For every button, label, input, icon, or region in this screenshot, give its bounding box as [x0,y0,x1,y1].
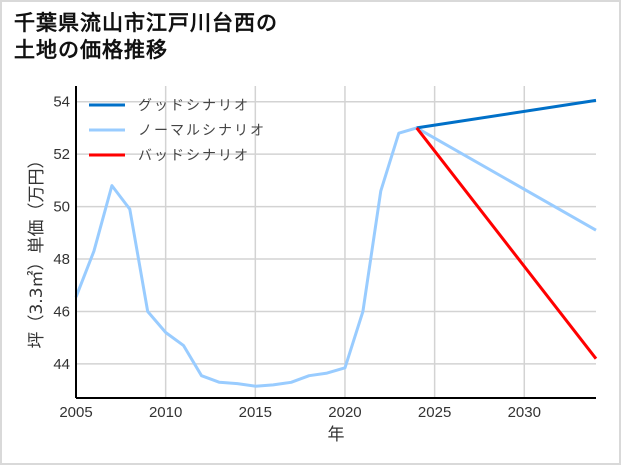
y-axis-label: 坪（3.3㎡）単価（万円） [27,151,47,348]
y-tick-label: 44 [53,356,70,373]
legend-label: ノーマルシナリオ [138,123,266,139]
series-line [416,98,597,130]
legend-label: バッドシナリオ [138,148,250,164]
x-tick-label: 2005 [59,404,92,421]
x-axis-label: 年 [328,425,345,445]
y-tick-label: 50 [53,199,70,216]
y-tick-label: 48 [53,251,70,268]
chart-title: 千葉県流山市江戸川台西の 土地の価格推移 [14,11,278,62]
y-tick-label: 46 [53,303,70,320]
y-tick-label: 54 [53,94,70,111]
series-lines [74,98,598,388]
series-line [74,126,597,388]
axes [75,86,596,399]
tick-labels: 2005 2010 2015 2020 2025 2030 44 46 48 50 52 54 [53,94,541,421]
x-tick-label: 2025 [418,404,451,421]
y-tick-label: 52 [53,146,70,163]
series-line [415,126,598,360]
legend-label: グッドシナリオ [138,98,250,114]
x-tick-label: 2030 [508,404,541,421]
x-tick-label: 2015 [239,404,272,421]
x-tick-label: 2020 [328,404,361,421]
x-tick-label: 2010 [149,404,182,421]
